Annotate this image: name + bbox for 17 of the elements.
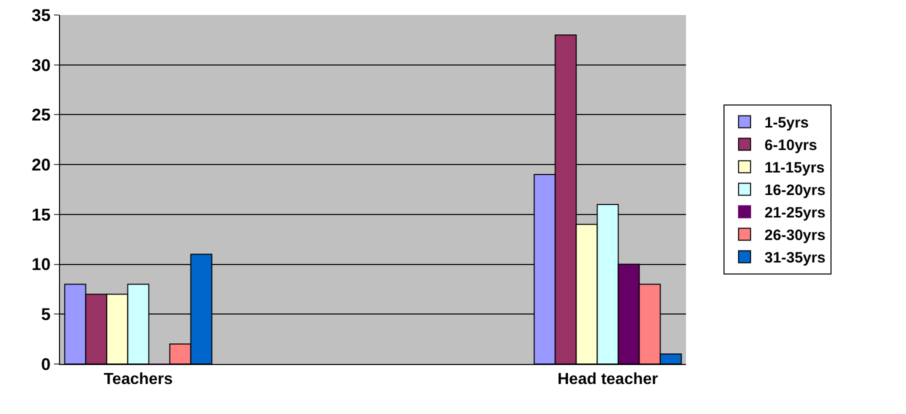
legend-label: 26-30yrs bbox=[764, 227, 826, 244]
y-tick-label: 30 bbox=[32, 56, 51, 75]
legend-label: 6-10yrs bbox=[764, 137, 818, 154]
legend-label: 31-35yrs bbox=[764, 250, 826, 267]
y-tick-label: 5 bbox=[41, 305, 51, 324]
legend-label: 1-5yrs bbox=[764, 114, 809, 132]
x-tick-label: Teachers bbox=[104, 371, 173, 388]
y-tick-label: 25 bbox=[32, 106, 51, 125]
legend-label: 16-20yrs bbox=[764, 182, 826, 200]
y-tick-label: 0 bbox=[41, 354, 51, 374]
y-tick-label: 35 bbox=[32, 6, 51, 25]
x-tick-label: Head teacher bbox=[558, 371, 658, 388]
legend-label: 21-25yrs bbox=[764, 204, 826, 222]
y-tick-label: 20 bbox=[32, 156, 51, 175]
legend-label: 11-15yrs bbox=[764, 160, 825, 177]
y-tick-label: 10 bbox=[32, 255, 51, 274]
y-tick-label: 15 bbox=[32, 205, 51, 224]
